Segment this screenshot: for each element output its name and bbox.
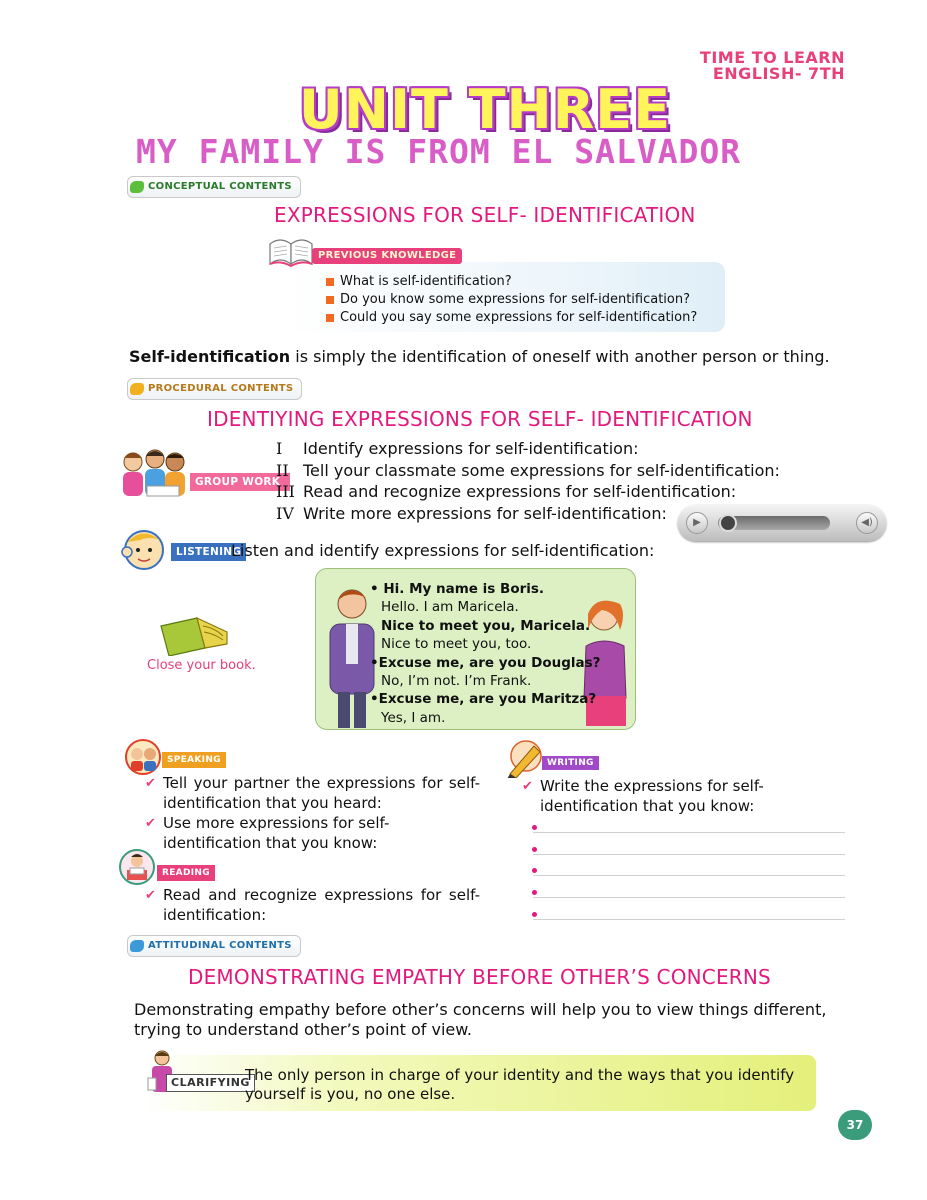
boy-character-illustration xyxy=(329,589,375,728)
reading-icon xyxy=(119,849,155,885)
dialogue-line: Hello. I am Maricela. xyxy=(381,599,519,616)
listening-instruction: Listen and identify expressions for self… xyxy=(231,541,655,560)
series-line-1: TIME TO LEARN xyxy=(699,48,845,67)
writing-pencil-icon xyxy=(507,740,542,778)
conceptual-heading: EXPRESSIONS FOR SELF- IDENTIFICATION xyxy=(274,203,696,227)
writing-checklist: Write the expressions for self-identific… xyxy=(522,777,852,817)
group-of-students-icon xyxy=(123,449,185,497)
previous-knowledge-box xyxy=(283,262,725,332)
unit-subtitle: MY FAMILY IS FROM EL SALVADOR xyxy=(136,132,742,171)
unit-title: UNIT THREE xyxy=(298,78,672,141)
procedural-contents-tag: PROCEDURAL CONTENTS xyxy=(127,378,303,400)
writing-label: WRITING xyxy=(542,756,599,770)
previous-knowledge-questions: What is self-identification? Do you know… xyxy=(326,273,697,327)
speaking-checklist: Tell your partner the expressions for se… xyxy=(145,774,480,854)
definition-paragraph: Self-identification is simply the identi… xyxy=(129,347,830,366)
audio-progress-track[interactable] xyxy=(718,516,830,530)
listening-boy-icon xyxy=(121,530,164,570)
dialogue-line: •Excuse me, are you Douglas? xyxy=(370,654,601,671)
writing-line[interactable] xyxy=(533,919,845,920)
bullet-dot xyxy=(532,868,537,873)
series-line-2: ENGLISH- 7TH xyxy=(712,64,845,83)
definition-term: Self-identification xyxy=(129,347,291,366)
conceptual-contents-tag: CONCEPTUAL CONTENTS xyxy=(127,176,301,198)
list-item: What is self-identification? xyxy=(326,273,697,291)
leaf-icon xyxy=(130,940,144,952)
list-item: Do you know some expressions for self-id… xyxy=(326,291,697,309)
girl-character-illustration xyxy=(583,600,627,726)
step-text: Write more expressions for self-identifi… xyxy=(303,503,667,523)
step-number: II xyxy=(276,460,289,480)
attitudinal-contents-tag: ATTITUDINAL CONTENTS xyxy=(127,935,301,957)
list-item: Write the expressions for self-identific… xyxy=(522,777,852,816)
procedure-steps: I Identify expressions for self-identific… xyxy=(276,438,780,524)
dialogue-line: Nice to meet you, too. xyxy=(381,636,532,653)
dialogue-line: • Hi. My name is Boris. xyxy=(370,581,545,597)
step-text: Read and recognize expressions for self-… xyxy=(303,482,737,501)
definition-text: is simply the identification of oneself … xyxy=(290,347,830,366)
conceptual-tag-label: CONCEPTUAL CONTENTS xyxy=(148,181,292,192)
clarifying-text: The only person in charge of your identi… xyxy=(245,1066,795,1103)
attitudinal-heading: DEMONSTRATING EMPATHY BEFORE OTHER’S CON… xyxy=(188,965,771,989)
step-number: IV xyxy=(276,503,294,523)
step-number: III xyxy=(276,482,295,501)
page-number: 37 xyxy=(838,1110,872,1140)
clarifying-box xyxy=(143,1055,816,1111)
procedural-tag-label: PROCEDURAL CONTENTS xyxy=(148,383,294,394)
list-item: Tell your partner the expressions for se… xyxy=(145,774,480,813)
empathy-paragraph: Demonstrating empathy before other’s con… xyxy=(134,1000,827,1039)
closed-book-icon xyxy=(160,616,228,656)
speaking-icon xyxy=(125,739,161,775)
attitudinal-tag-label: ATTITUDINAL CONTENTS xyxy=(148,940,292,951)
dialogue-line: •Excuse me, are you Maritza? xyxy=(370,691,597,708)
writing-line[interactable] xyxy=(533,854,845,855)
dialogue-line: Yes, I am. xyxy=(381,709,446,726)
list-item: Could you say some expressions for self-… xyxy=(326,309,697,327)
list-item: Read and recognize expressions for self-… xyxy=(145,886,480,925)
step-text: Tell your classmate some expressions for… xyxy=(303,460,780,480)
bullet-dot xyxy=(532,825,537,830)
group-work-label: GROUP WORK xyxy=(190,473,291,491)
list-item: IV Write more expressions for self-identi… xyxy=(276,503,780,525)
reading-label: READING xyxy=(157,865,215,881)
audio-seek-handle[interactable] xyxy=(719,514,737,532)
previous-knowledge-label: PREVIOUS KNOWLEDGE xyxy=(312,248,463,264)
writing-line[interactable] xyxy=(533,832,845,833)
bullet-dot xyxy=(532,890,537,895)
speaking-label: SPEAKING xyxy=(162,752,226,768)
clarifying-label: CLARIFYING xyxy=(166,1074,255,1092)
list-item: II Tell your classmate some expressions f… xyxy=(276,460,780,482)
leaf-icon xyxy=(130,383,144,395)
volume-button[interactable]: ◀) xyxy=(856,512,878,534)
procedural-heading: IDENTIYING EXPRESSIONS FOR SELF- IDENTIF… xyxy=(207,407,753,431)
reading-checklist: Read and recognize expressions for self-… xyxy=(145,886,480,926)
dialogue-lines: • Hi. My name is Boris. Hello. I am Mari… xyxy=(370,580,600,727)
listening-label: LISTENING xyxy=(171,543,247,561)
dialogue-line: Nice to meet you, Maricela. xyxy=(381,617,591,634)
step-number: I xyxy=(276,439,283,458)
bullet-dot xyxy=(532,847,537,852)
writing-line[interactable] xyxy=(533,875,845,876)
series-title: TIME TO LEARN ENGLISH- 7TH xyxy=(700,50,845,82)
dialogue-line: No, I’m not. I’m Frank. xyxy=(381,673,532,690)
open-book-icon xyxy=(269,239,313,268)
step-text: Identify expressions for self-identifica… xyxy=(303,439,639,458)
leaf-icon xyxy=(130,181,144,193)
list-item: I Identify expressions for self-identific… xyxy=(276,438,780,460)
writing-line[interactable] xyxy=(533,897,845,898)
list-item: III Read and recognize expressions for se… xyxy=(276,481,780,503)
audio-player: ▶ ◀) xyxy=(678,505,886,541)
play-button[interactable]: ▶ xyxy=(686,512,708,534)
list-item: Use more expressions for self-identifica… xyxy=(145,814,480,853)
close-your-book-note: Close your book. xyxy=(147,658,256,673)
bullet-dot xyxy=(532,912,537,917)
